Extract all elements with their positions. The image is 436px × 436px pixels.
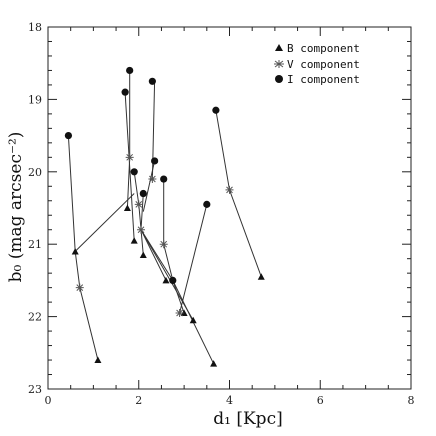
i-component-point: [64, 132, 73, 140]
i-component-point: [151, 157, 159, 165]
legend-v-label: V component: [287, 58, 360, 71]
connecting-line: [124, 92, 135, 241]
y-tick-label: 22: [28, 311, 42, 324]
connecting-line: [142, 160, 156, 212]
b-component-point: [71, 247, 79, 255]
connecting-line: [215, 110, 262, 277]
i-component-point: [148, 77, 156, 85]
legend-i-marker: [275, 75, 283, 83]
i-component-point: [126, 66, 134, 75]
connecting-line: [67, 135, 99, 361]
data-points: [64, 66, 265, 367]
i-component-point: [169, 276, 177, 284]
b-component-point: [139, 251, 147, 259]
legend-b-label: B component: [287, 42, 360, 55]
y-tick-label: 23: [28, 383, 42, 396]
axis-ticks: [47, 26, 412, 390]
v-component-point: [137, 225, 146, 234]
i-component-point: [203, 200, 211, 208]
connecting-line: [140, 229, 215, 364]
v-component-point: [148, 175, 157, 184]
x-tick-label: 6: [317, 394, 324, 407]
b-component-point: [180, 309, 188, 316]
i-component-point: [139, 189, 147, 198]
v-component-point: [225, 185, 234, 194]
i-component-point: [212, 106, 220, 114]
y-tick-label: 18: [28, 21, 42, 34]
x-tick-label: 8: [408, 394, 415, 407]
b-component-point: [123, 204, 131, 211]
i-component-point: [121, 88, 129, 96]
y-tick-label: 20: [28, 166, 42, 179]
b-component-point: [130, 237, 138, 244]
b-component-point: [257, 273, 265, 280]
i-component-point: [130, 168, 138, 176]
i-component-point: [160, 175, 168, 183]
x-tick-label: 4: [226, 394, 233, 407]
v-component-point: [75, 283, 84, 292]
x-tick-label: 0: [45, 394, 52, 407]
tick-labels: 0 2 4 6 8 18 19 20 21 22 23: [28, 21, 415, 407]
v-component-point: [175, 308, 184, 317]
legend-b-marker: [275, 44, 283, 51]
y-axis-label: b₀ (mag arcsec⁻²): [6, 132, 26, 283]
b-component-point: [210, 360, 218, 367]
y-tick-label: 21: [28, 238, 42, 251]
v-component-point: [159, 240, 168, 249]
legend-v-marker: [274, 60, 284, 68]
v-component-point: [134, 200, 143, 209]
connecting-line: [74, 193, 135, 252]
v-component-point: [125, 153, 134, 162]
y-tick-label: 19: [28, 93, 42, 106]
legend-i-label: I component: [287, 73, 360, 86]
x-tick-label: 2: [135, 394, 142, 407]
legend: B component V component I component: [274, 42, 360, 86]
connecting-line: [163, 179, 185, 314]
b-component-point: [162, 276, 170, 284]
b-component-point: [94, 356, 102, 364]
connecting-line: [179, 204, 208, 314]
connecting-lines: [67, 70, 262, 364]
b-component-point: [189, 316, 197, 324]
x-axis-label: d₁ [Kpc]: [213, 409, 282, 429]
